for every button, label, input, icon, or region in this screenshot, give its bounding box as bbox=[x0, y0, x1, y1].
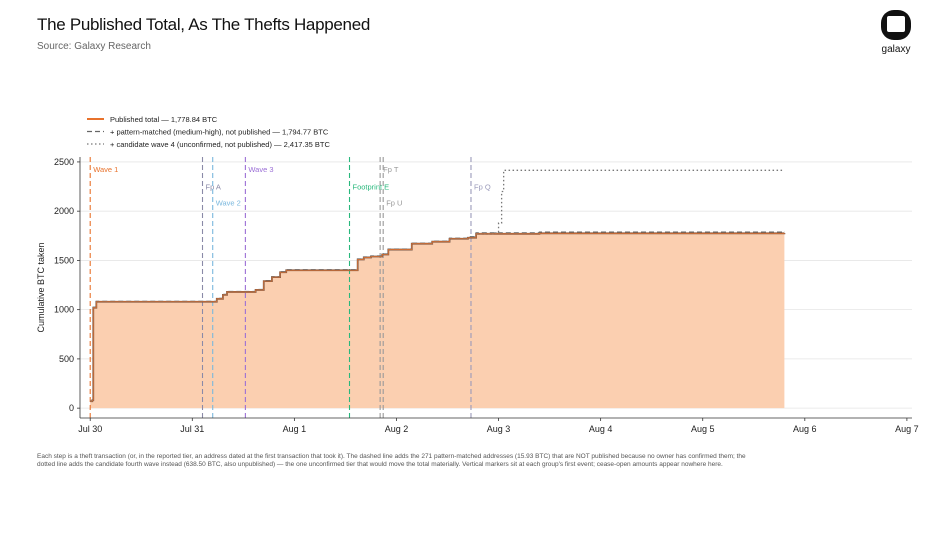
x-tick-label: Aug 6 bbox=[793, 424, 817, 434]
marker-label: Wave 3 bbox=[248, 165, 273, 174]
legend-entry: Published total — 1,778.84 BTC bbox=[110, 115, 218, 124]
y-tick-label: 500 bbox=[59, 354, 74, 364]
x-tick-label: Aug 2 bbox=[385, 424, 409, 434]
x-tick-label: Aug 4 bbox=[589, 424, 613, 434]
area-layer bbox=[90, 232, 785, 409]
y-tick-label: 1000 bbox=[54, 305, 74, 315]
marker-label: Fp T bbox=[383, 165, 399, 174]
legend-entry: + pattern-matched (medium-high), not pub… bbox=[110, 127, 329, 136]
marker-label: Fp Q bbox=[474, 183, 491, 192]
footnote: Each step is a theft transaction (or, in… bbox=[37, 453, 746, 469]
y-axis-label: Cumulative BTC taken bbox=[36, 242, 46, 332]
marker-label: Fp U bbox=[386, 198, 402, 207]
x-tick-label: Jul 30 bbox=[78, 424, 102, 434]
logo-text: galaxy bbox=[881, 44, 911, 55]
x-tick-label: Aug 5 bbox=[691, 424, 715, 434]
marker-label: Wave 2 bbox=[216, 198, 241, 207]
x-tick-label: Jul 31 bbox=[180, 424, 204, 434]
series-layer bbox=[90, 169, 786, 403]
galaxy-logo-icon bbox=[881, 10, 911, 40]
marker-label: Wave 1 bbox=[93, 165, 118, 174]
axes: 0 500 1000 1500 2000 2500 Jul 30 Jul 31 Aug 1 Aug… bbox=[36, 157, 919, 434]
chart-subtitle: Source: Galaxy Research bbox=[37, 41, 151, 52]
y-tick-label: 2000 bbox=[54, 206, 74, 216]
chart-title: The Published Total, As The Thefts Happe… bbox=[37, 15, 371, 34]
markers-layer: Wave 1 Fp A Wave 2 Wave 3 Footprint E Fp T Fp … bbox=[89, 157, 491, 418]
legend-entry: + candidate wave 4 (unconfirmed, not pub… bbox=[110, 140, 331, 149]
cumulative-btc-chart: Published total — 1,778.84 BTC + pattern-… bbox=[36, 115, 919, 434]
y-tick-label: 0 bbox=[69, 403, 74, 413]
published-area-fill bbox=[90, 232, 785, 409]
candidate-wave4-series-line bbox=[476, 169, 786, 235]
x-tick-label: Aug 3 bbox=[487, 424, 511, 434]
marker-label: Fp A bbox=[206, 183, 221, 192]
y-tick-label: 2500 bbox=[54, 157, 74, 167]
published-series-highlight bbox=[90, 232, 785, 402]
marker-label: Footprint E bbox=[353, 183, 390, 192]
x-tick-label: Aug 7 bbox=[895, 424, 919, 434]
legend: Published total — 1,778.84 BTC + pattern-… bbox=[87, 115, 331, 149]
y-tick-label: 1500 bbox=[54, 255, 74, 265]
x-tick-label: Aug 1 bbox=[283, 424, 307, 434]
